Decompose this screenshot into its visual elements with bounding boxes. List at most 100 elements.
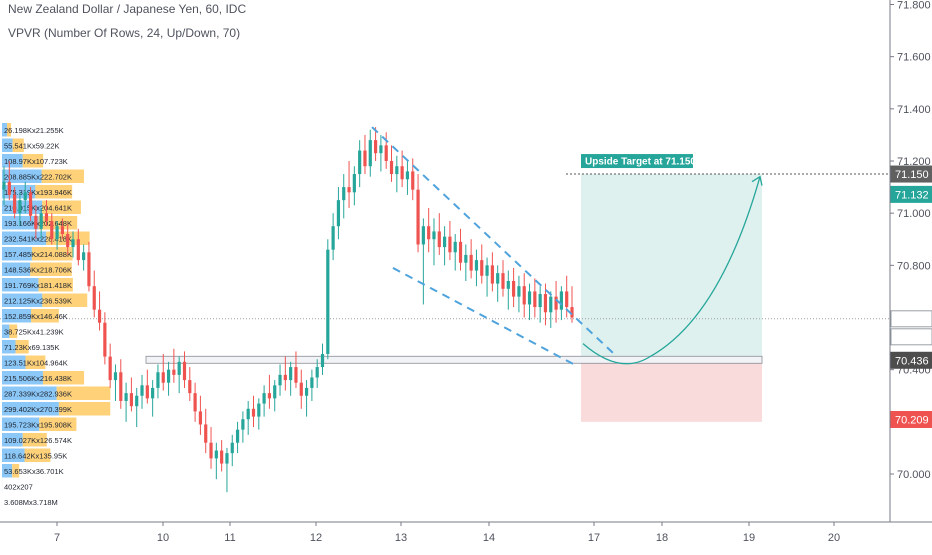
candle-body — [109, 357, 112, 380]
candle-body — [496, 273, 499, 283]
candle-body — [432, 231, 435, 239]
candle-body — [13, 195, 16, 213]
candle-body — [464, 255, 467, 263]
candle — [268, 375, 271, 409]
candle-body — [188, 380, 191, 393]
candle-body — [294, 367, 297, 383]
candle-body — [130, 393, 133, 406]
candle — [204, 409, 207, 453]
candle — [252, 396, 255, 427]
volume-profile-label: 123.51Kx104.964K — [4, 359, 68, 368]
candle — [87, 242, 90, 292]
candle — [278, 364, 281, 395]
candle-body — [300, 383, 303, 396]
candle-body — [29, 192, 32, 215]
candle — [432, 218, 435, 265]
volume-profile-label: 212.125Kx236.539K — [4, 297, 72, 306]
candle-body — [523, 286, 526, 304]
candle-body — [273, 385, 276, 398]
candle-body — [135, 396, 138, 406]
candle-body — [379, 145, 382, 153]
countdown-badge-text: 53:38 — [897, 332, 925, 344]
candle — [475, 250, 478, 287]
candle-body — [533, 291, 536, 307]
volume-profile-label: 157.485Kx214.088K — [4, 250, 72, 259]
volume-profile-label: 109.027Kx126.574K — [4, 436, 72, 445]
candle-body — [310, 377, 313, 387]
candle-body — [353, 174, 356, 192]
candle — [215, 443, 218, 480]
candle — [98, 291, 101, 330]
volume-profile-label: 195.723Kx195.908K — [4, 421, 72, 430]
channel-lower-line[interactable] — [393, 268, 574, 365]
candle — [369, 130, 372, 177]
candle — [199, 396, 202, 435]
candle-body — [119, 372, 122, 401]
indicator-label[interactable]: VPVR (Number Of Rows, 24, Up/Down, 70) — [8, 26, 240, 40]
x-tick-label: 13 — [395, 532, 407, 544]
candle-body — [448, 237, 451, 253]
candle — [416, 174, 419, 252]
candle-body — [103, 323, 106, 357]
support-level-badge-text: 70.436 — [895, 355, 929, 367]
candle — [225, 448, 228, 492]
volume-profile-label: 53.653Kx36.701K — [4, 467, 64, 476]
support-zone-rect[interactable] — [146, 356, 762, 363]
x-tick-label: 12 — [310, 532, 322, 544]
candle-body — [480, 260, 483, 276]
candle — [178, 357, 181, 394]
target-price-badge-text: 71.150 — [895, 169, 929, 181]
candle — [273, 380, 276, 411]
candle — [523, 273, 526, 317]
candle — [172, 349, 175, 383]
x-tick-label: 11 — [224, 532, 235, 544]
candle-body — [183, 362, 186, 380]
candle-body — [443, 237, 446, 247]
volume-profile-label: 71.23Kx69.135K — [4, 343, 59, 352]
candle — [353, 166, 356, 205]
candle-body — [178, 362, 181, 375]
candle — [337, 187, 340, 239]
x-tick-label: 14 — [483, 532, 495, 544]
candle-body — [517, 286, 520, 296]
candle — [167, 362, 170, 396]
volume-profile-label: 118.642Kx135.95K — [4, 452, 67, 461]
candle — [459, 229, 462, 271]
candle — [130, 377, 133, 411]
y-tick-label: 71.400 — [897, 104, 931, 116]
volume-profile-label: 3.608Mx3.718M — [4, 498, 58, 507]
candle-body — [98, 310, 101, 323]
volume-profile-label: 402x207 — [4, 483, 33, 492]
candle-body — [24, 192, 27, 200]
loss-zone — [581, 360, 762, 422]
candle — [231, 435, 234, 466]
candle-body — [77, 239, 80, 260]
candle-body — [204, 424, 207, 442]
volume-profile-label: 287.339Kx282.936K — [4, 390, 72, 399]
candle-body — [50, 221, 53, 239]
volume-profile-label: 191.769Kx181.418K — [4, 281, 72, 290]
target-label-text: Upside Target at 71.150 — [585, 157, 696, 168]
candle-body — [501, 273, 504, 289]
candle-body — [507, 281, 510, 289]
candle-body — [332, 226, 335, 249]
last-price-badge-text: 70.595 — [895, 314, 929, 326]
candle — [427, 208, 430, 252]
candle-body — [385, 145, 388, 161]
candle — [332, 213, 335, 260]
candle-body — [114, 372, 117, 380]
candle-body — [401, 166, 404, 179]
candle-body — [454, 242, 457, 252]
candle-body — [554, 297, 557, 310]
candle — [528, 284, 531, 321]
current-price-badge-text: 71.132 — [895, 189, 929, 201]
candle — [390, 145, 393, 182]
candle-body — [66, 234, 69, 247]
candle-body — [220, 451, 223, 464]
profit-zone — [581, 174, 762, 360]
candle — [342, 174, 345, 218]
candle-body — [151, 388, 154, 398]
candle-body — [316, 367, 319, 377]
